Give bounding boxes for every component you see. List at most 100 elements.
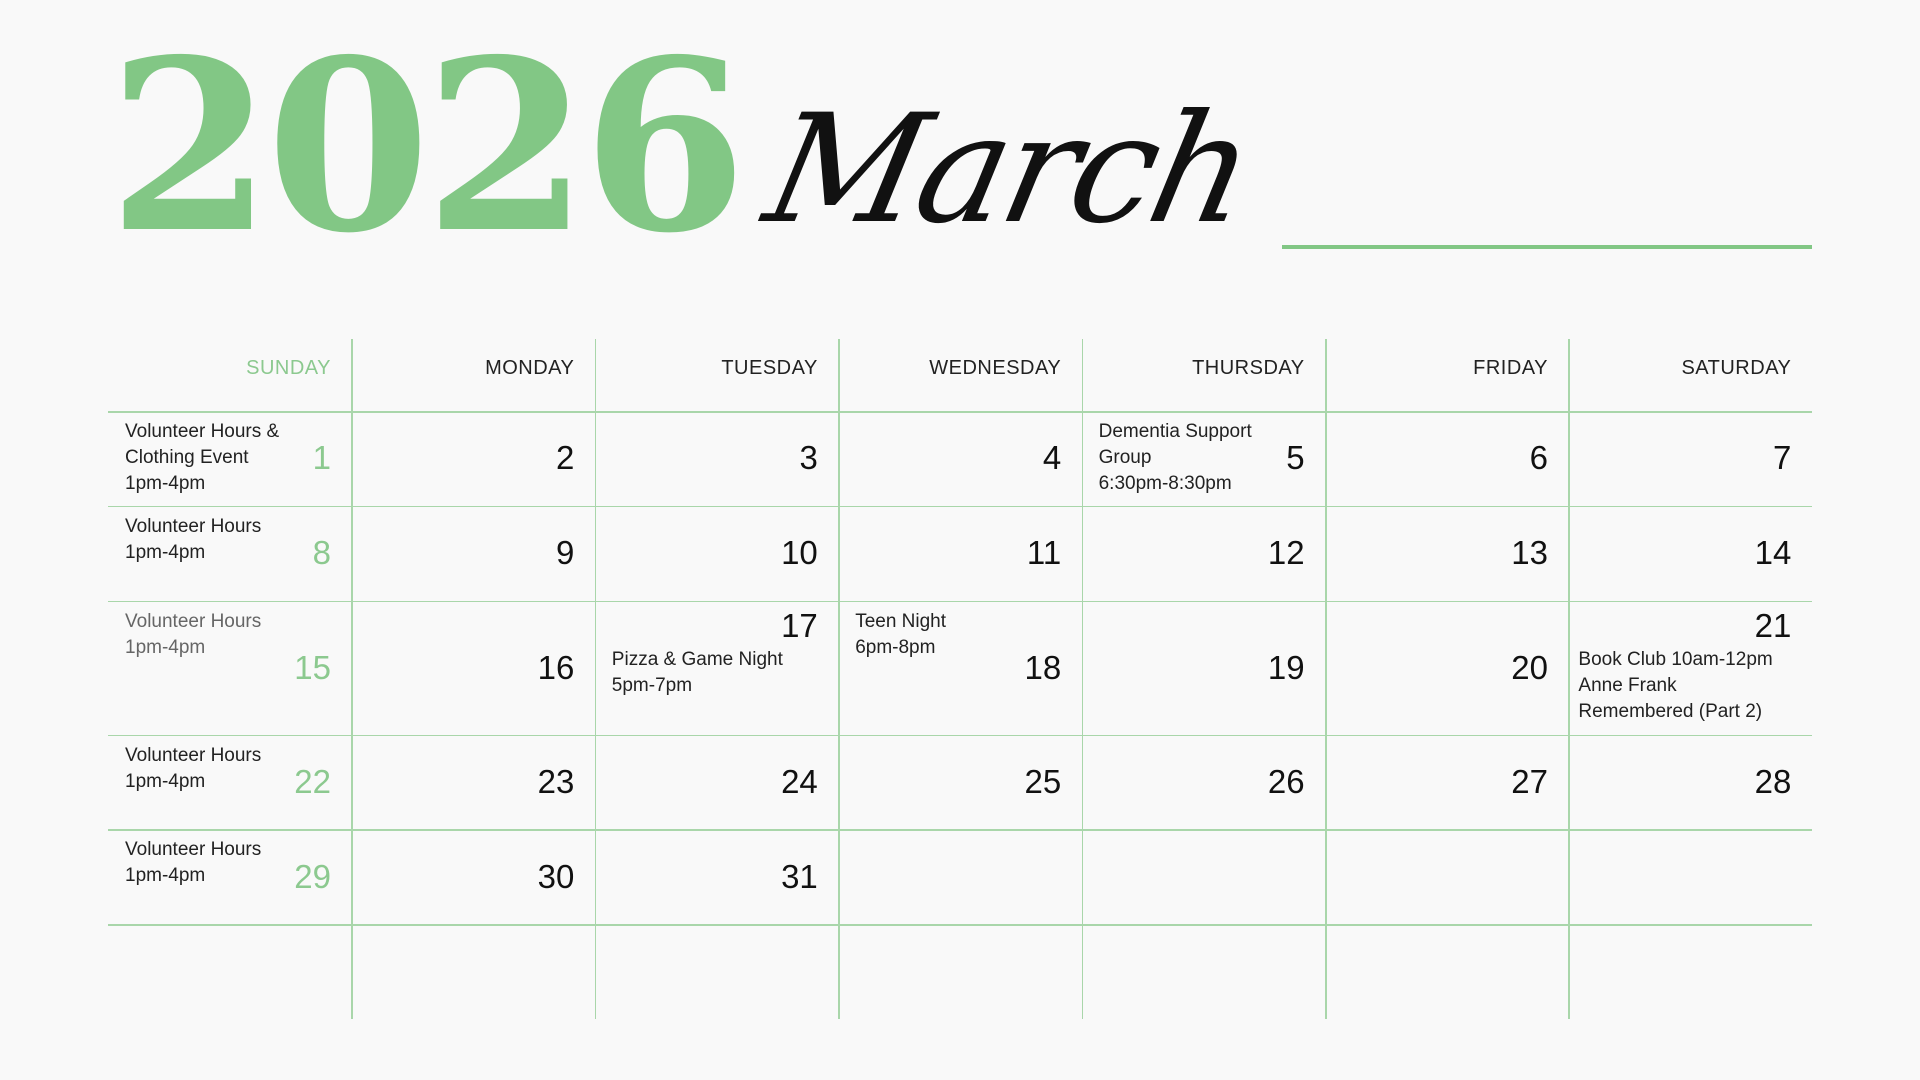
day-number: 31 (781, 857, 818, 895)
event-line: Group (1098, 447, 1152, 468)
day-cell: 20 (1325, 601, 1568, 735)
day-number: 1 (312, 439, 331, 477)
event-line: Pizza & Game Night (611, 648, 783, 670)
day-number: 28 (1754, 762, 1792, 800)
day-cell: 22 Volunteer Hours 1pm-4pm (108, 735, 351, 830)
day-cell (108, 924, 351, 1019)
day-cell: 8 Volunteer Hours 1pm-4pm (108, 506, 351, 601)
day-number: 29 (294, 857, 331, 895)
day-number: 8 (312, 534, 331, 572)
grid-horizontal-line (108, 600, 1812, 603)
event-line: Volunteer Hours (125, 610, 262, 632)
event-text: Teen Night 6pm-8pm (855, 609, 946, 661)
grid-vertical-line (1568, 339, 1570, 1019)
day-number: 4 (1042, 439, 1062, 477)
day-cell (351, 924, 594, 1019)
event-text: Book Club 10am-12pm Anne Frank Remembered … (1578, 647, 1772, 725)
day-cell (1568, 924, 1811, 1019)
event-line: 6pm-8pm (855, 636, 936, 658)
day-cell (1082, 829, 1325, 924)
day-cell: 15 Volunteer Hours 1pm-4pm (108, 601, 351, 735)
day-cell (595, 924, 838, 1019)
day-cell: 23 (351, 735, 594, 830)
event-text: Volunteer Hours 1pm-4pm (125, 609, 261, 661)
day-cell: 7 (1568, 411, 1811, 506)
grid-horizontal-line (108, 924, 1812, 926)
event-line: 6:30pm-8:30pm (1098, 473, 1232, 494)
event-text: Pizza & Game Night 5pm-7pm (612, 647, 783, 699)
day-number: 17 (781, 606, 818, 644)
day-cell: 5 Dementia Support Group 6:30pm-8:30pm (1082, 411, 1325, 506)
day-number: 21 (1754, 606, 1792, 644)
weekday-header-thursday: THURSDAY (1192, 357, 1305, 379)
day-number: 11 (1026, 534, 1062, 572)
day-cell: 6 (1325, 411, 1568, 506)
event-line: Volunteer Hours (125, 744, 262, 766)
day-number: 6 (1529, 439, 1548, 477)
grid-horizontal-line (108, 411, 1812, 413)
day-number: 22 (294, 762, 331, 800)
event-line: Book Club 10am-12pm (1578, 648, 1773, 670)
day-cell (1325, 829, 1568, 924)
grid-vertical-line (1325, 339, 1327, 1019)
grid-horizontal-line (108, 505, 1812, 508)
day-cell: 3 (595, 411, 838, 506)
day-number: 14 (1754, 534, 1792, 572)
event-line: Anne Frank (1578, 674, 1677, 696)
weekday-header-tuesday: TUESDAY (721, 357, 818, 379)
day-cell (838, 829, 1081, 924)
day-cell: 28 (1568, 735, 1811, 830)
day-number: 20 (1511, 648, 1548, 686)
weekday-header-monday: MONDAY (485, 357, 575, 379)
day-cell: 29 Volunteer Hours 1pm-4pm (108, 829, 351, 924)
title-divider (1282, 245, 1812, 249)
event-line: Volunteer Hours (125, 839, 262, 861)
day-number: 12 (1267, 534, 1305, 572)
month-title: March (752, 83, 1265, 257)
calendar-grid: SUNDAY MONDAY TUESDAY WEDNESDAY THURSDAY FRID… (108, 339, 1812, 1019)
day-number: 5 (1286, 439, 1305, 477)
day-number: 15 (294, 648, 331, 686)
day-cell: 10 (595, 506, 838, 601)
weekday-header-saturday: SATURDAY (1681, 357, 1792, 379)
day-cell: 18 Teen Night 6pm-8pm (838, 601, 1081, 735)
day-cell: 24 (595, 735, 838, 830)
event-text: Volunteer Hours 1pm-4pm (125, 743, 261, 795)
weekday-header-friday: FRIDAY (1473, 357, 1548, 379)
day-cell (1082, 924, 1325, 1019)
day-number: 26 (1267, 762, 1305, 800)
day-number: 24 (781, 762, 818, 800)
event-line: Volunteer Hours & (125, 421, 280, 442)
event-text: Volunteer Hours 1pm-4pm (125, 514, 261, 566)
event-line: Volunteer Hours (125, 515, 262, 537)
weekday-header-sunday: SUNDAY (246, 357, 331, 379)
event-line: 1pm-4pm (125, 473, 206, 494)
event-line: 1pm-4pm (125, 636, 206, 658)
day-number: 3 (799, 439, 818, 477)
event-text: Volunteer Hours & Clothing Event 1pm-4pm (125, 419, 279, 497)
day-cell: 16 (351, 601, 594, 735)
day-number: 7 (1773, 439, 1792, 477)
day-cell: 1 Volunteer Hours & Clothing Event 1pm-4pm (108, 411, 351, 506)
grid-vertical-line (351, 339, 353, 1019)
day-cell: 9 (351, 506, 594, 601)
day-cell: 13 (1325, 506, 1568, 601)
day-cell: 12 (1082, 506, 1325, 601)
grid-horizontal-line (108, 734, 1812, 737)
day-number: 30 (537, 857, 575, 895)
grid-horizontal-line (108, 829, 1812, 831)
event-line: 1pm-4pm (125, 865, 206, 887)
day-cell: 2 (351, 411, 594, 506)
event-line: 5pm-7pm (611, 674, 693, 696)
day-cell (1568, 829, 1811, 924)
event-line: Clothing Event (125, 447, 249, 468)
day-cell: 4 (838, 411, 1081, 506)
day-number: 23 (537, 762, 575, 800)
day-cell: 30 (351, 829, 594, 924)
event-text: Volunteer Hours 1pm-4pm (125, 837, 261, 889)
grid-vertical-line (1081, 339, 1084, 1019)
day-number: 18 (1024, 648, 1062, 686)
day-cell (838, 924, 1081, 1019)
grid-vertical-line (594, 339, 597, 1019)
day-cell: 31 (595, 829, 838, 924)
